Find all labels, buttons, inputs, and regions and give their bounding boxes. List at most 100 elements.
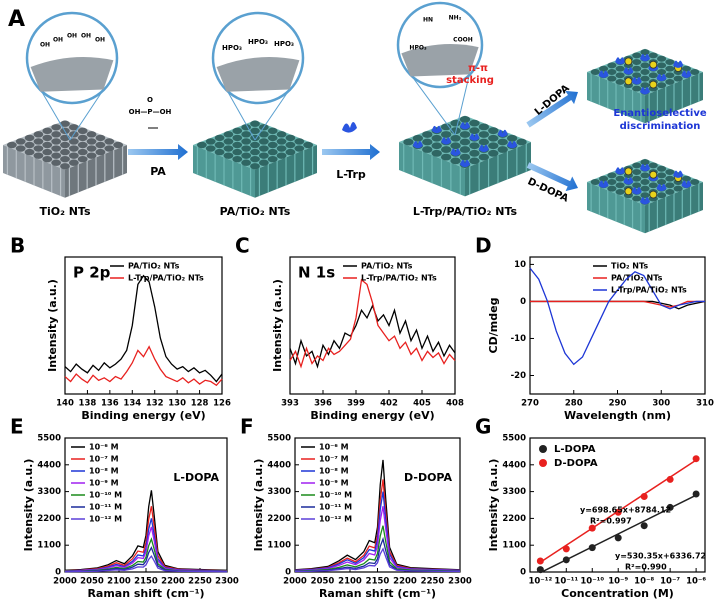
x-tick-label: 10⁻⁸: [634, 577, 654, 587]
tube-hole: [607, 75, 617, 82]
zoom-connector: [410, 74, 456, 136]
data-point: [536, 557, 544, 565]
trp-molecule: [598, 70, 609, 78]
schematic-label: HPO₃: [222, 44, 242, 52]
x-tick-label: 2250: [421, 577, 445, 587]
tube-hole: [51, 152, 62, 159]
panel-label: G: [475, 415, 491, 439]
tube-hole: [607, 185, 617, 192]
arrow-shape: [128, 144, 188, 160]
tube-hole: [412, 134, 424, 142]
arrow-shape: [526, 90, 579, 128]
tube-hole: [42, 148, 53, 156]
tube-hole: [599, 175, 609, 182]
tube-hole: [516, 138, 527, 146]
tube-hole: [657, 69, 667, 75]
y-tick-label: -10: [511, 334, 526, 344]
y-tick-label: 1100: [267, 541, 291, 551]
tube-hole: [241, 145, 252, 152]
legend-label: 10⁻⁷ M: [319, 455, 349, 464]
tube-hole: [214, 141, 225, 149]
tube-hole: [640, 159, 650, 166]
x-tick-label: 2300: [448, 577, 472, 587]
schematic-label: HPO₃: [409, 45, 427, 52]
x-tick-label: 393: [281, 399, 299, 409]
tube-hole: [33, 131, 44, 138]
series-line: [64, 490, 228, 571]
panel-title: P 2p: [73, 264, 111, 282]
tube-hole: [459, 115, 471, 123]
tube-hole: [33, 138, 44, 145]
series-line: [289, 303, 456, 369]
schematic-label: OH: [53, 37, 63, 44]
tube-hole: [285, 141, 296, 149]
tube-hole: [607, 172, 617, 179]
y-tick-label: 0: [55, 568, 61, 578]
series-line: [64, 345, 223, 387]
tube-hole: [632, 169, 642, 176]
arrow-shape: [526, 162, 578, 192]
tube-hole: [285, 148, 296, 156]
x-tick-label: 290: [609, 399, 627, 409]
tube-hole: [60, 141, 70, 149]
schematic-label: HPO₃: [274, 40, 294, 48]
y-tick-label: 0: [520, 297, 526, 307]
trp-molecule: [441, 137, 452, 145]
schematic-label: HN: [423, 17, 433, 24]
trp-molecule: [469, 133, 480, 141]
tube-hole: [267, 134, 278, 142]
tube-hole: [632, 59, 642, 66]
tube-hole: [258, 131, 269, 138]
schematic-label: OH—P—OH: [129, 108, 172, 116]
tube-hole: [690, 179, 700, 185]
x-tick-label: 132: [146, 399, 164, 409]
tube-hole: [77, 148, 88, 156]
tube-hole: [450, 157, 461, 165]
schematic-label: OH: [40, 42, 50, 49]
series-line: [294, 506, 461, 572]
dopa-molecule: [624, 167, 633, 176]
tube-hole: [15, 145, 26, 152]
x-tick-label: 2250: [188, 577, 212, 587]
x-axis-label: Raman shift (cm⁻¹): [87, 587, 204, 600]
tube-hole: [42, 155, 53, 163]
tube-hole: [665, 175, 675, 182]
fit-equation: y=530.35x+6336.72: [615, 552, 706, 561]
data-point: [588, 544, 596, 552]
trp-molecule: [631, 187, 642, 195]
tube-hole: [68, 159, 79, 166]
fit-r2: R²=0.997: [590, 517, 632, 526]
data-point: [562, 556, 570, 564]
series-line: [64, 506, 228, 572]
tube-hole: [431, 149, 442, 157]
series-line: [64, 518, 228, 572]
trp-molecule: [623, 177, 634, 185]
series-line: [289, 278, 456, 369]
dopa-molecule: [624, 77, 633, 86]
tube-hole: [459, 138, 471, 146]
y-tick-label: 0: [285, 568, 291, 578]
data-point: [614, 534, 622, 542]
tube-hole: [657, 82, 667, 89]
tube-hole: [250, 155, 260, 163]
trp-molecule: [656, 183, 667, 192]
legend-label: L-Trp/PA/TiO₂ NTs: [611, 286, 687, 295]
tube-hole: [241, 152, 252, 159]
x-tick-label: 2100: [107, 577, 131, 587]
y-tick-label: 3300: [37, 487, 61, 497]
tube-hole: [469, 157, 480, 165]
tube-hole: [632, 52, 642, 59]
tube-hole: [60, 163, 70, 170]
y-tick-label: 4400: [267, 460, 291, 470]
tube-hole: [24, 148, 35, 156]
x-tick-label: 10⁻⁶: [686, 577, 706, 587]
x-tick-label: 399: [347, 399, 365, 409]
x-tick-label: 2000: [53, 577, 77, 587]
tube-hole: [267, 155, 278, 163]
tube-hole: [113, 141, 124, 149]
tube-hole: [440, 153, 452, 161]
y-tick-label: 2200: [502, 514, 526, 524]
x-tick-label: 2200: [393, 577, 417, 587]
x-tick-label: 2300: [215, 577, 239, 587]
